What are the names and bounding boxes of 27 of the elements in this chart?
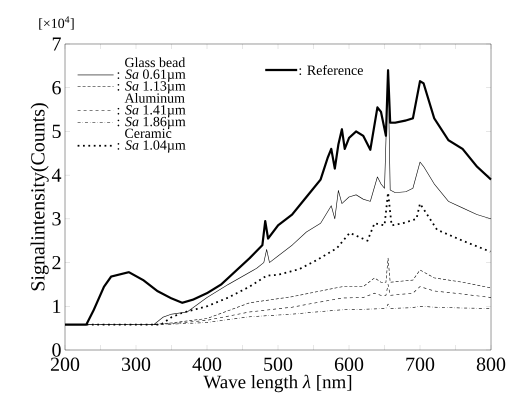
y-tick-label: 7 (52, 37, 61, 51)
y-tick-label: 1 (53, 300, 60, 313)
x-tick-label: 700 (406, 358, 434, 371)
x-tick-label: 300 (122, 358, 150, 371)
annotation: Ceramic (125, 128, 172, 138)
x-tick-label: 800 (476, 358, 506, 371)
legend-label: : Sa 1.13µm (118, 81, 186, 94)
x-tick-label: 500 (264, 358, 292, 371)
annotation: Glass bead (125, 57, 186, 68)
x-tick-label: 400 (192, 358, 222, 371)
y-tick-label: 5 (52, 124, 61, 138)
legend-label: : Reference (299, 64, 363, 76)
y-tick-label: 2 (52, 256, 60, 270)
y-tick-label: 6 (52, 81, 61, 94)
legend-label: : Sa 1.41µm (118, 105, 186, 118)
x-axis-title: Wave length λ [nm] (203, 374, 352, 392)
y-tick-label: 3 (52, 212, 61, 226)
text: [×10$^{4}$] (39, 16, 74, 30)
x-tick-label: 200 (50, 358, 80, 371)
x-tick-label: 600 (334, 358, 364, 371)
y-tick-label: 0 (52, 343, 61, 357)
legend-label: : Sa 1.04µm (118, 140, 186, 153)
annotation: Aluminum (124, 92, 185, 103)
y-tick-label: 4 (52, 168, 62, 182)
legend-label: : Sa 0.61µm (118, 70, 186, 82)
legend-label: : Sa 1.86µm (118, 116, 186, 130)
y-axis-title: Signalintensity(Counts) (30, 103, 49, 290)
